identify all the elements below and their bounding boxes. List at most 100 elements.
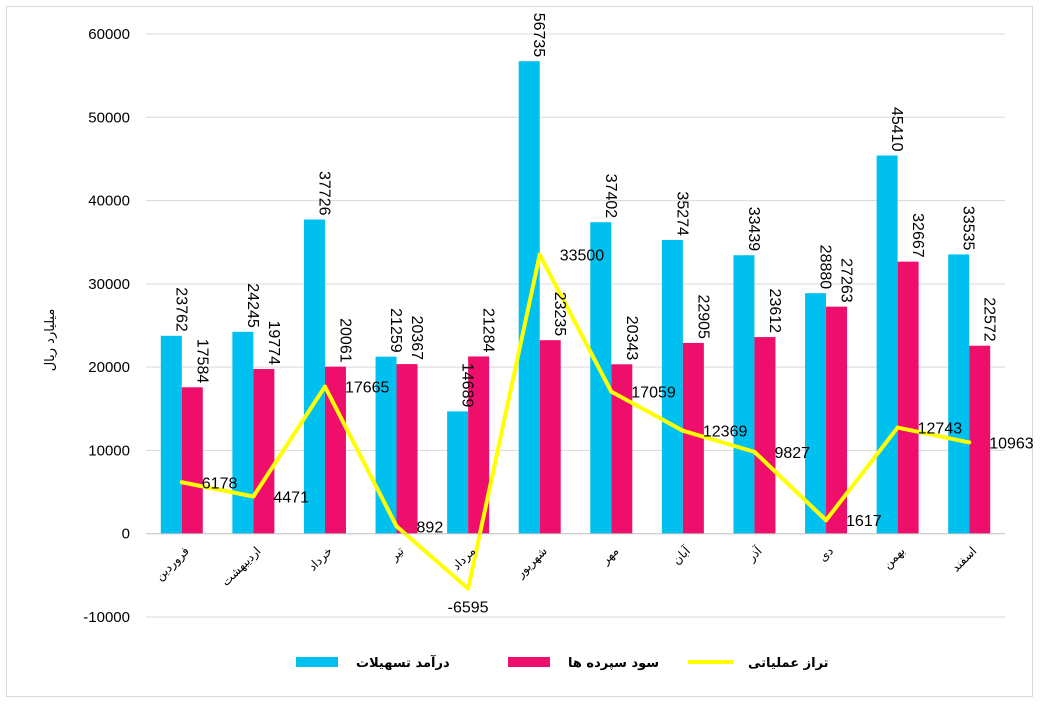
bar-data-label: 24245 [244, 283, 261, 328]
legend-label: سود سپرده ها [568, 656, 659, 671]
bar-data-label: 17584 [193, 339, 210, 384]
bar [969, 345, 991, 534]
line-point [895, 425, 900, 430]
line-data-label: 12369 [703, 424, 748, 441]
bar [876, 155, 898, 534]
bar [661, 239, 683, 534]
y-tick-label: 20000 [88, 359, 130, 376]
bar-data-label: 56735 [530, 13, 547, 58]
line-data-label: 4471 [273, 489, 309, 506]
bar [754, 337, 776, 534]
line-series-path [181, 252, 970, 591]
bar-data-label: 21284 [480, 308, 497, 353]
y-tick-label: -10000 [83, 609, 130, 626]
bar [733, 255, 755, 534]
line-series [179, 252, 972, 591]
line-point [680, 428, 685, 433]
line-point [609, 389, 614, 394]
y-axis-label: میلیارد ریال [43, 309, 58, 372]
bar [682, 342, 704, 534]
bar-data-label: 19774 [265, 321, 282, 366]
bar-data-label: 20343 [623, 316, 640, 361]
line-point [466, 586, 471, 591]
bars [160, 61, 991, 534]
line-data-label: 33500 [560, 248, 605, 265]
bar [396, 364, 418, 534]
data-labels: 23762 24245 37726 21259 14689 56735 37402 35274… [172, 13, 1034, 617]
bar-data-label: 37402 [602, 174, 619, 219]
legend-swatch [296, 657, 338, 667]
x-category-label: آبان [669, 543, 694, 568]
bar-data-label: 23612 [766, 289, 783, 334]
bar [948, 254, 970, 534]
bar-data-label: 33439 [745, 207, 762, 252]
bar-data-label: 33535 [960, 206, 977, 251]
line-point [394, 524, 399, 529]
bar-data-label: 35274 [673, 191, 690, 236]
bar [897, 261, 919, 534]
bar [539, 340, 561, 534]
legend-label: تراز عملیاتی [748, 656, 829, 671]
line-data-label: 1617 [846, 513, 882, 530]
bar-data-label: 32667 [909, 213, 926, 258]
line-data-label: 9827 [774, 445, 810, 462]
axes: -10000 0 10000 20000 30000 40000 50000 60000 فرو… [83, 26, 1005, 626]
bar-data-label: 14689 [459, 363, 476, 408]
y-tick-label: 40000 [88, 193, 130, 210]
x-category-label: فروردین [152, 544, 192, 584]
x-category-label: اسفند [949, 544, 980, 575]
legend-swatch [508, 657, 550, 667]
bar [826, 306, 848, 534]
bar [375, 356, 397, 534]
bar [447, 411, 469, 534]
bar [324, 366, 346, 534]
line-point [824, 518, 829, 523]
bar [253, 369, 275, 534]
y-tick-label: 0 [122, 526, 130, 543]
bar-data-label: 20367 [408, 316, 425, 361]
y-tick-label: 50000 [88, 109, 130, 126]
legend-label: درآمد تسهیلات [356, 654, 450, 671]
line-point [251, 494, 256, 499]
y-tick-label: 60000 [88, 26, 130, 43]
x-category-label: خرداد [305, 544, 335, 574]
bar [303, 219, 325, 534]
line-point [179, 480, 184, 485]
line-data-label: 17665 [345, 380, 390, 397]
x-category-label: اردیبهشت [219, 544, 265, 590]
line-point [537, 252, 542, 257]
x-category-label: دی [816, 544, 836, 564]
bar [590, 222, 612, 534]
bar [805, 293, 827, 534]
line-data-label: 10963 [989, 435, 1034, 452]
gridlines [146, 33, 1005, 618]
bar-data-label: 27263 [838, 258, 855, 303]
bar [181, 387, 203, 534]
bar [468, 356, 490, 534]
y-tick-label: 10000 [88, 442, 130, 459]
legend: درآمد تسهیلات سود سپرده ها تراز عملیاتی [296, 654, 829, 671]
bar [611, 364, 633, 534]
bar-data-label: 23762 [172, 287, 189, 332]
line-point [752, 449, 757, 454]
bar-data-label: 22572 [981, 297, 998, 342]
x-category-label: بهمن [880, 544, 908, 572]
x-category-label: مهر [598, 544, 622, 568]
bar-data-label: 20061 [336, 318, 353, 363]
bar-data-label: 22905 [694, 294, 711, 339]
bar-data-label: 45410 [888, 107, 905, 152]
x-category-label: تیر [386, 544, 407, 565]
bar-data-label: 23235 [551, 292, 568, 337]
x-category-label: آذر [743, 543, 766, 566]
line-data-label: 12743 [918, 421, 963, 438]
line-point [322, 384, 327, 389]
bar [160, 335, 182, 534]
bar-data-label: 28880 [817, 245, 834, 290]
bar [232, 331, 254, 534]
line-data-label: 17059 [631, 385, 676, 402]
line-data-label: -6595 [448, 600, 489, 617]
line-data-label: 892 [417, 519, 444, 536]
bar-data-label: 21259 [387, 308, 404, 353]
line-data-label: 6178 [202, 475, 238, 492]
